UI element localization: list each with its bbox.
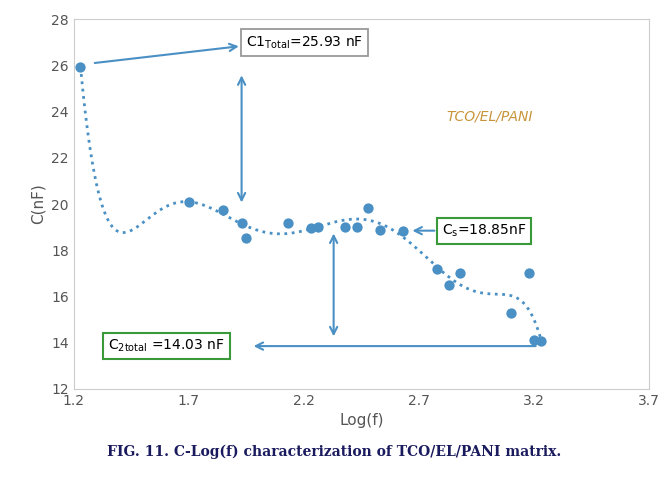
X-axis label: Log(f): Log(f) [339, 413, 383, 428]
Point [455, 269, 466, 277]
Point [432, 265, 443, 273]
Text: C$_{\mathregular{s}}$=18.85nF: C$_{\mathregular{s}}$=18.85nF [442, 223, 526, 239]
Point [397, 227, 408, 235]
Point [236, 219, 247, 226]
Text: C1$_{\mathregular{Total}}$=25.93 nF: C1$_{\mathregular{Total}}$=25.93 nF [246, 35, 363, 51]
Point [340, 223, 351, 231]
Point [282, 219, 293, 226]
Point [183, 198, 194, 206]
Text: TCO/EL/PANI: TCO/EL/PANI [446, 109, 533, 123]
Text: C$_{\mathregular{2total}}$ =14.03 nF: C$_{\mathregular{2total}}$ =14.03 nF [108, 338, 225, 354]
Point [312, 223, 323, 231]
Point [218, 206, 229, 214]
Point [506, 309, 516, 316]
Point [529, 336, 539, 344]
Text: FIG. 11. C-Log(f) characterization of TCO/EL/PANI matrix.: FIG. 11. C-Log(f) characterization of TC… [108, 445, 561, 459]
Point [444, 281, 454, 289]
Point [363, 204, 373, 211]
Point [524, 269, 535, 277]
Point [535, 338, 546, 346]
Point [305, 225, 316, 232]
Point [351, 223, 362, 231]
Y-axis label: C(nF): C(nF) [30, 184, 45, 225]
Point [241, 234, 252, 242]
Point [375, 226, 385, 233]
Point [75, 63, 86, 70]
